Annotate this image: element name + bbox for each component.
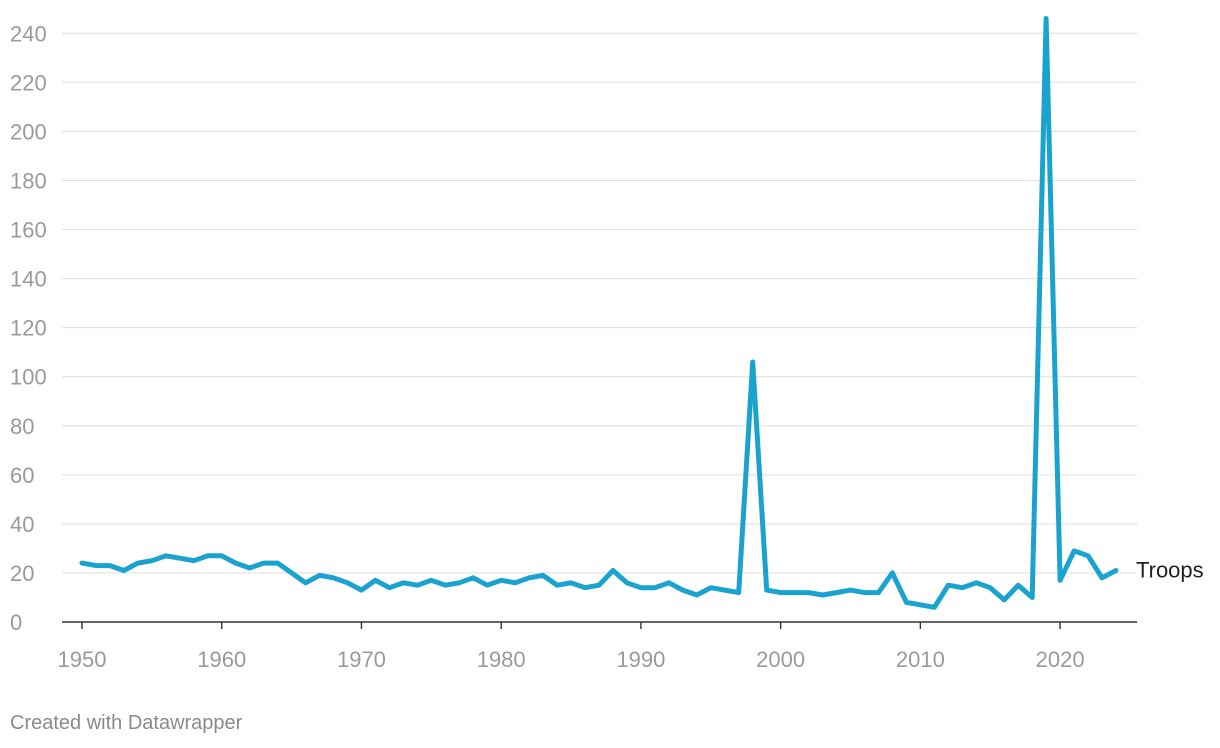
series-layer: Troops — [79, 16, 1204, 610]
y-tick-label: 180 — [10, 168, 47, 193]
series-label-troops: Troops — [1136, 557, 1204, 582]
x-tick-label: 1950 — [58, 647, 107, 672]
x-axis: 1950 1960 1970 1980 1990 2000 2010 2020 — [58, 621, 1137, 672]
x-tick-label: 2010 — [896, 647, 945, 672]
x-tick-label: 1960 — [197, 647, 246, 672]
y-tick-label: 0 — [10, 610, 22, 635]
y-tick-label: 20 — [10, 561, 34, 586]
y-tick-label: 140 — [10, 267, 47, 292]
series-line-troops — [79, 16, 1119, 610]
x-tick-label: 1980 — [477, 647, 526, 672]
y-tick-label: 80 — [10, 414, 34, 439]
y-tick-label: 100 — [10, 365, 47, 390]
x-tick-label: 1990 — [616, 647, 665, 672]
x-tick-label: 1970 — [337, 647, 386, 672]
y-tick-label: 240 — [10, 21, 47, 46]
footer-credit: Created with Datawrapper — [10, 712, 243, 734]
y-tick-label: 200 — [10, 119, 47, 144]
y-tick-label: 40 — [10, 512, 34, 537]
y-tick-label: 160 — [10, 218, 47, 243]
grid-lines — [62, 32, 1137, 574]
y-axis-tick-labels: 0 20 40 60 80 100 120 140 160 180 200 220 240 — [10, 21, 47, 635]
y-tick-label: 60 — [10, 463, 34, 488]
x-tick-label: 2020 — [1036, 647, 1085, 672]
x-tick-label: 2000 — [756, 647, 805, 672]
y-tick-label: 220 — [10, 70, 47, 95]
y-tick-label: 120 — [10, 316, 47, 341]
